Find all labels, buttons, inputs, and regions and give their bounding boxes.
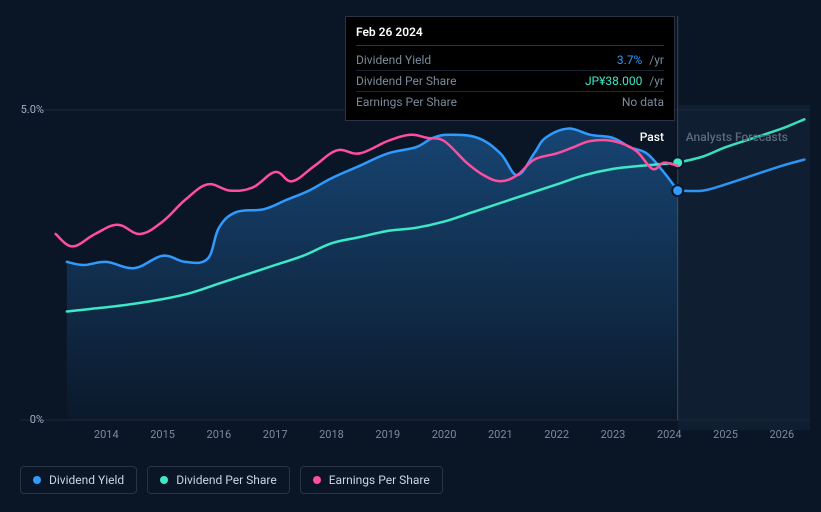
past-region-label: Past (640, 130, 664, 144)
tooltip-row-label: Earnings Per Share (356, 95, 457, 109)
x-tick-label: 2026 (769, 428, 794, 441)
x-tick-label: 2024 (657, 428, 682, 441)
x-tick-label: 2015 (150, 428, 175, 441)
legend-item-earnings-per-share[interactable]: Earnings Per Share (300, 466, 443, 494)
y-tick-label: 5.0% (4, 103, 44, 116)
tooltip-row: Dividend Per Share JP¥38.000 /yr (356, 71, 664, 92)
chart-legend: Dividend Yield Dividend Per Share Earnings… (20, 466, 443, 494)
x-tick-label: 2019 (375, 428, 400, 441)
x-tick-label: 2016 (207, 428, 232, 441)
tooltip-row: Earnings Per Share No data (356, 92, 664, 112)
tooltip-row-value: JP¥38.000 /yr (585, 74, 664, 88)
tooltip-row: Dividend Yield 3.7% /yr (356, 50, 664, 71)
x-tick-label: 2021 (488, 428, 513, 441)
tooltip-date: Feb 26 2024 (356, 25, 664, 46)
y-tick-label: 0% (4, 413, 44, 426)
tooltip-row-value: No data (622, 95, 664, 109)
legend-label: Dividend Per Share (176, 473, 277, 487)
x-tick-label: 2023 (601, 428, 626, 441)
x-tick-label: 2014 (94, 428, 119, 441)
legend-dot (160, 476, 168, 484)
tooltip-row-label: Dividend Yield (356, 53, 431, 67)
tooltip-row-value: 3.7% /yr (617, 53, 664, 67)
legend-label: Dividend Yield (49, 473, 124, 487)
legend-item-dividend-yield[interactable]: Dividend Yield (20, 466, 137, 494)
x-tick-label: 2020 (432, 428, 457, 441)
x-tick-label: 2017 (263, 428, 288, 441)
x-tick-label: 2018 (319, 428, 344, 441)
forecast-region-label: Analysts Forecasts (686, 130, 788, 144)
tooltip-row-label: Dividend Per Share (356, 74, 457, 88)
legend-dot (33, 476, 41, 484)
dividend-chart: 0% 5.0% 2014 2015 2016 2017 2018 2019 2020 2021 2… (0, 0, 821, 508)
x-tick-label: 2025 (713, 428, 738, 441)
chart-tooltip: Feb 26 2024 Dividend Yield3.7% /yrDivide… (345, 16, 675, 121)
legend-label: Earnings Per Share (329, 473, 430, 487)
legend-item-dividend-per-share[interactable]: Dividend Per Share (147, 466, 290, 494)
legend-dot (313, 476, 321, 484)
x-tick-label: 2022 (544, 428, 569, 441)
